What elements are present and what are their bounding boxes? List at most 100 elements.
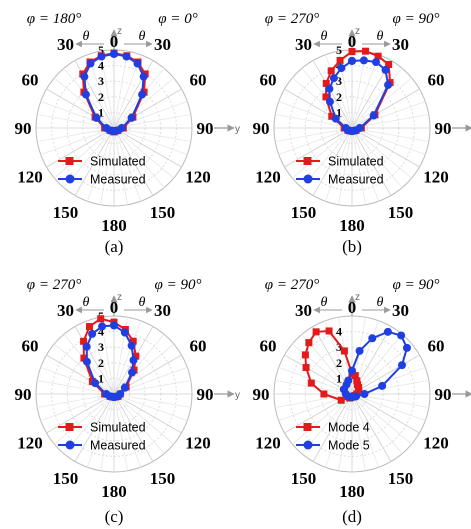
- grid-spoke: [63, 67, 115, 129]
- radial-tick-1: 1: [98, 371, 104, 385]
- grid-spoke: [113, 127, 188, 156]
- data-point-circle: [378, 381, 387, 390]
- angle-label-0: 0: [348, 298, 357, 317]
- data-point-circle: [110, 49, 118, 58]
- grid-spoke: [113, 333, 165, 395]
- legend-label-1: Simulated: [90, 155, 146, 169]
- legend-marker-square: [303, 423, 312, 431]
- data-point-circle: [341, 124, 350, 132]
- data-point-circle: [329, 74, 338, 83]
- grid-spoke: [351, 127, 366, 205]
- grid-spoke: [113, 393, 128, 471]
- phi-label-right: φ = 0°: [158, 11, 197, 27]
- grid-spoke: [351, 127, 426, 156]
- z-axis-label: z: [117, 292, 122, 303]
- phi-label-left: φ = 270°: [265, 277, 319, 293]
- legend-label-2: Measured: [90, 439, 146, 453]
- data-point-circle: [325, 97, 334, 106]
- legend-marker-square: [65, 423, 74, 431]
- data-point-circle: [360, 390, 369, 398]
- panel-caption: (c): [105, 507, 124, 526]
- data-point-circle: [384, 80, 393, 89]
- grid-spoke: [74, 326, 115, 395]
- grid-spoke: [113, 320, 142, 395]
- data-point-square: [362, 47, 370, 55]
- theta-label-left: θ: [321, 295, 328, 310]
- data-point-circle: [98, 322, 107, 331]
- angle-label-180: 180: [339, 482, 365, 501]
- phi-label-left: φ = 270°: [27, 277, 81, 293]
- data-point-circle: [122, 52, 131, 61]
- data-point-circle: [372, 58, 381, 67]
- grid-spoke: [113, 393, 165, 455]
- y-axis-label: y: [235, 124, 240, 135]
- radial-tick-4: 4: [98, 325, 104, 339]
- data-point-square: [328, 112, 336, 120]
- angle-label-330: 30: [295, 301, 312, 320]
- grid-spoke: [100, 51, 115, 129]
- angle-label-270: 90: [15, 385, 32, 404]
- grid-spoke: [113, 77, 175, 129]
- legend-label-2: Measured: [90, 173, 146, 187]
- data-point-square: [325, 327, 333, 335]
- data-point-circle: [127, 341, 136, 350]
- angle-label-270: 90: [253, 119, 270, 138]
- polar-panel-3: zyθ θφ = 270° φ = 90°0 30609012015018015012…: [15, 277, 241, 526]
- grid-spoke: [46, 393, 115, 434]
- grid-spoke: [324, 393, 353, 468]
- data-point-circle: [86, 59, 95, 68]
- grid-spoke: [113, 393, 142, 468]
- grid-spoke: [100, 393, 115, 471]
- data-point-square: [336, 56, 344, 64]
- data-point-square: [85, 323, 93, 331]
- grid-spoke: [113, 67, 165, 129]
- panel-caption: (a): [105, 237, 124, 256]
- legend-marker-square: [303, 157, 312, 165]
- data-point-square: [340, 347, 348, 355]
- angle-label-330: 30: [57, 35, 74, 54]
- grid-spoke: [351, 67, 403, 129]
- data-point-square: [355, 386, 363, 394]
- angle-label-300: 60: [22, 337, 39, 356]
- radial-tick-2: 2: [98, 356, 104, 370]
- grid-spoke: [40, 127, 115, 156]
- legend-label-1: Mode 4: [328, 421, 370, 435]
- data-point-square: [80, 354, 88, 362]
- grid-spoke: [113, 127, 142, 202]
- theta-label-left: θ: [83, 295, 90, 310]
- theta-label-right: θ: [139, 29, 146, 44]
- angle-label-210: 150: [53, 203, 79, 222]
- grid-spoke: [275, 127, 353, 142]
- data-point-circle: [120, 383, 129, 392]
- legend-marker-circle: [65, 174, 75, 184]
- radial-tick-3: 3: [98, 74, 104, 88]
- legend-label-1: Simulated: [90, 421, 146, 435]
- data-point-circle: [348, 56, 356, 65]
- radial-tick-5: 5: [98, 43, 104, 57]
- data-point-circle: [402, 343, 411, 352]
- grid-spoke: [113, 393, 188, 422]
- grid-spoke: [351, 88, 420, 129]
- grid-spoke: [113, 127, 175, 179]
- radial-tick-1: 1: [336, 105, 342, 119]
- data-point-square: [320, 390, 328, 398]
- data-point-circle: [80, 72, 89, 81]
- grid-spoke: [351, 77, 413, 129]
- data-point-circle: [127, 113, 136, 122]
- radial-tick-4: 4: [98, 59, 104, 73]
- data-point-circle: [359, 56, 368, 65]
- data-point-circle: [369, 111, 378, 120]
- grid-spoke: [312, 60, 353, 129]
- grid-spoke: [113, 127, 182, 168]
- angle-label-60: 60: [428, 337, 445, 356]
- grid-spoke: [312, 127, 353, 196]
- grid-spoke: [291, 127, 353, 179]
- grid-spoke: [53, 343, 115, 395]
- data-point-circle: [397, 361, 406, 370]
- angle-label-120: 120: [185, 434, 211, 453]
- grid-spoke: [351, 354, 420, 395]
- grid-spoke: [351, 393, 426, 422]
- radial-tick-3: 3: [336, 74, 342, 88]
- grid-spoke: [53, 77, 115, 129]
- theta-label-right: θ: [139, 295, 146, 310]
